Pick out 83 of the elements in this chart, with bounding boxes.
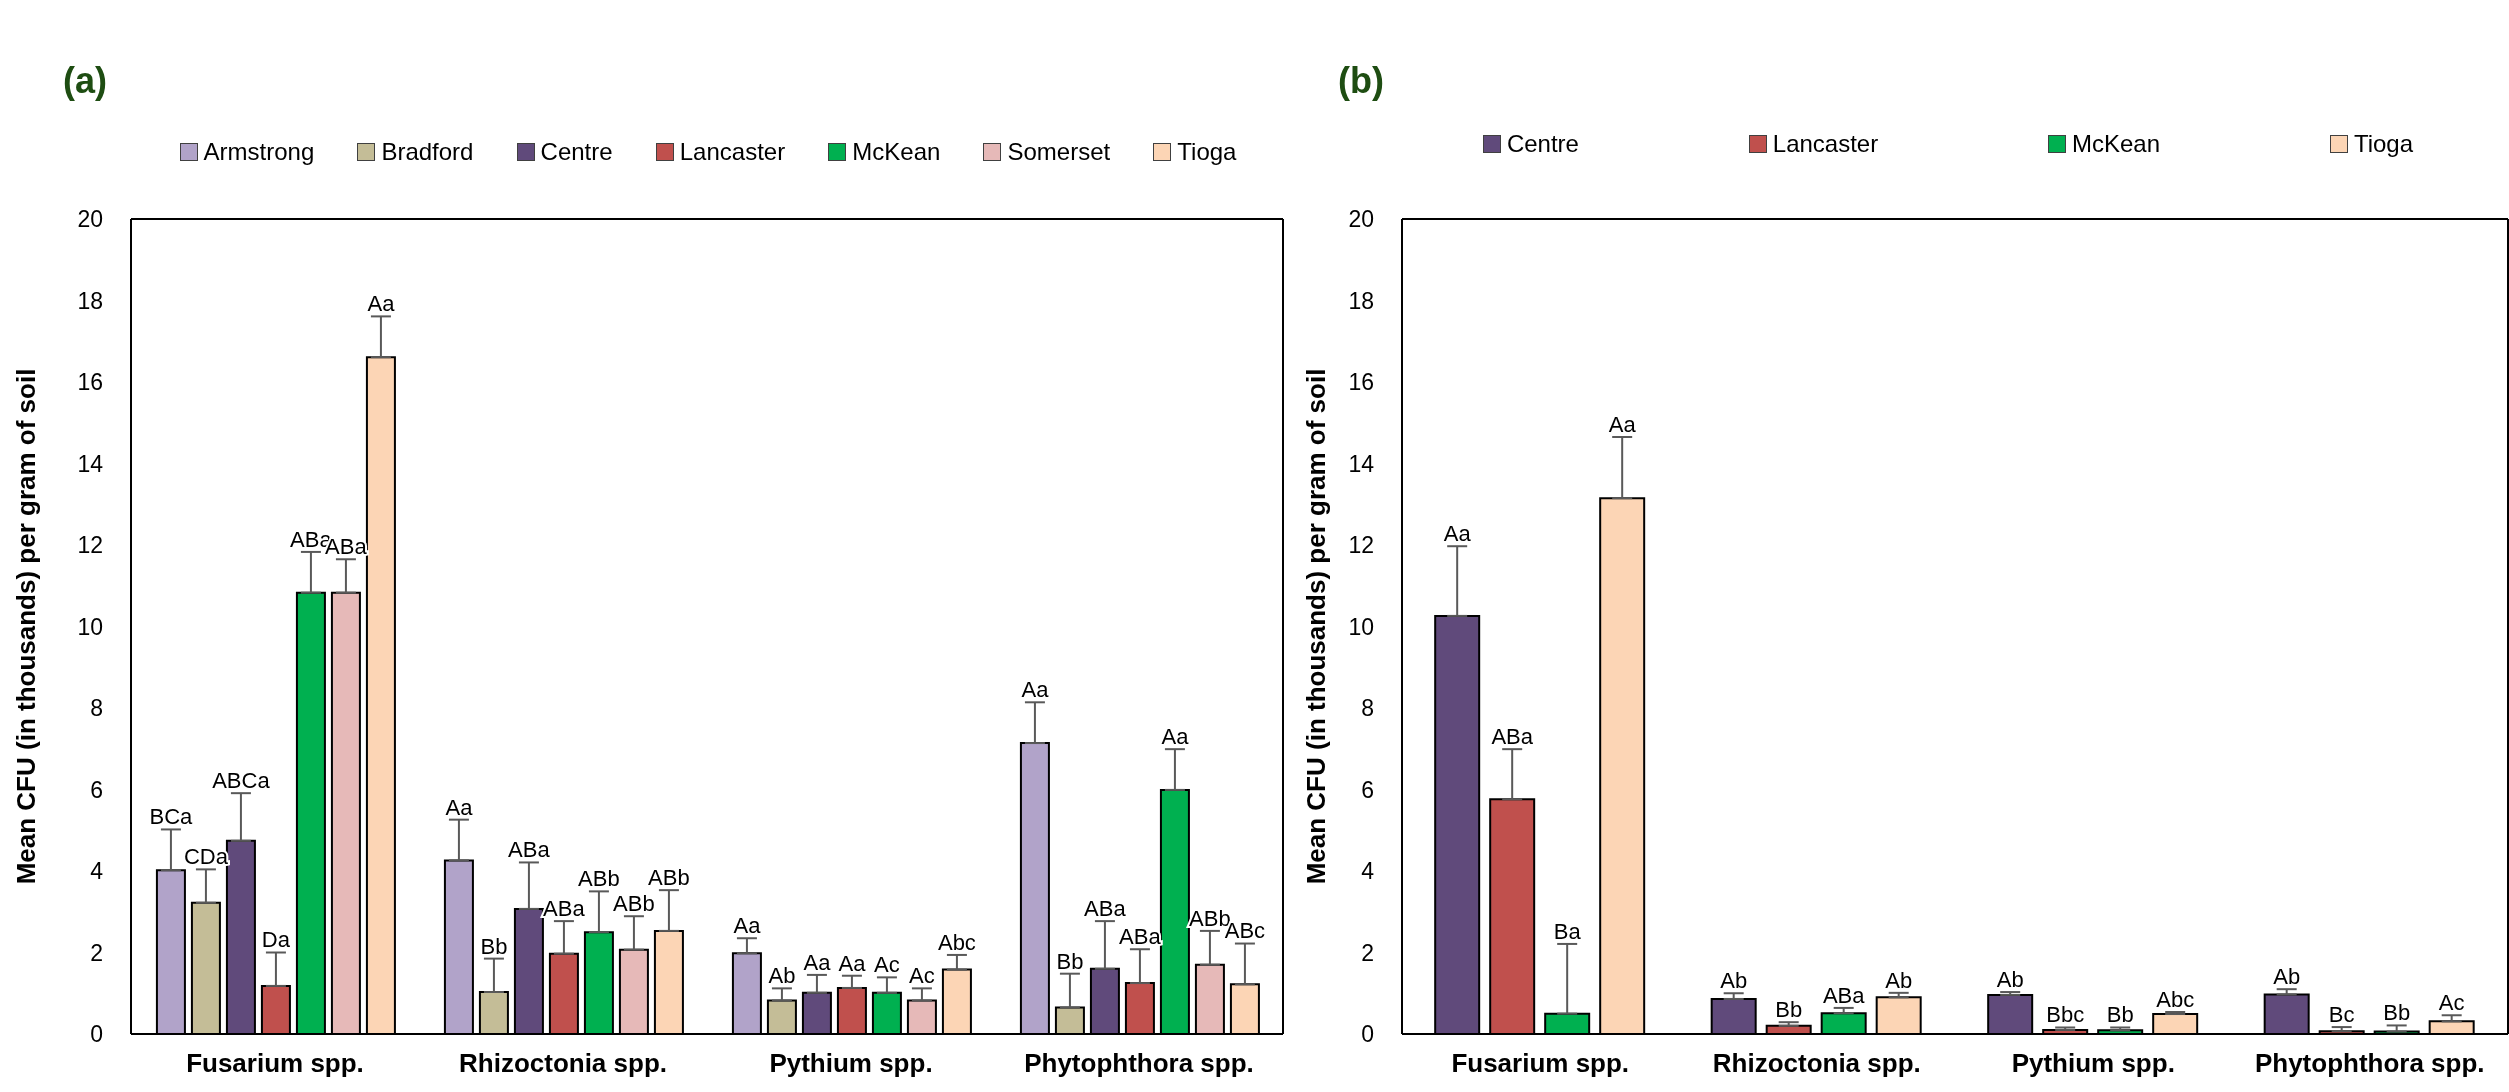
chart-title: (a) xyxy=(63,60,107,102)
y-tick-label: 12 xyxy=(77,532,103,559)
x-tick-label: Pythium spp. xyxy=(769,1048,933,1079)
data-label: Ac xyxy=(909,963,935,989)
y-tick-label: 8 xyxy=(90,695,103,722)
data-label: Ab xyxy=(1996,967,2024,993)
y-tick-label: 2 xyxy=(1361,939,1374,966)
y-tick-label: 18 xyxy=(1348,287,1374,314)
data-label: Aa xyxy=(838,950,867,976)
data-label: Ba xyxy=(1553,918,1582,944)
data-label: Ab xyxy=(1885,967,1913,993)
y-tick-label: 2 xyxy=(90,939,103,966)
y-tick-label: 20 xyxy=(77,206,103,233)
legend-label: Somerset xyxy=(1007,138,1111,166)
data-label: BCa xyxy=(149,804,194,830)
y-tick-label: 4 xyxy=(1361,858,1375,885)
data-label: Abc xyxy=(937,929,976,955)
y-tick-label: 10 xyxy=(77,613,103,640)
data-label: ABa xyxy=(543,896,586,922)
data-label: Aa xyxy=(445,794,474,820)
data-label: ABCa xyxy=(212,768,271,794)
legend-label: McKean xyxy=(2072,130,2161,158)
legend-label: Armstrong xyxy=(203,138,315,166)
data-label: Ac xyxy=(2438,990,2465,1016)
data-label: Aa xyxy=(1021,677,1050,703)
legend-label: Tioga xyxy=(2353,130,2414,158)
legend-label: McKean xyxy=(852,138,941,166)
legend-label: Tioga xyxy=(1177,138,1237,166)
x-tick-label: Fusarium spp. xyxy=(1451,1048,1630,1079)
data-label: ABb xyxy=(613,891,655,917)
data-label: ABb xyxy=(648,865,690,891)
y-tick-label: 20 xyxy=(1348,206,1374,233)
data-label: Aa xyxy=(803,949,832,975)
y-tick-label: 16 xyxy=(1348,369,1374,396)
legend-label: Lancaster xyxy=(1772,130,1879,158)
y-tick-label: 14 xyxy=(1348,450,1375,477)
data-label: Bbc xyxy=(2046,1002,2085,1028)
legend-label: Centre xyxy=(540,138,613,166)
y-axis-title: Mean CFU (in thousands) per gram of soil xyxy=(11,368,42,885)
x-tick-label: Phytophthora spp. xyxy=(2254,1048,2485,1079)
x-tick-label: Rhizoctonia spp. xyxy=(459,1048,667,1079)
data-label: Ab xyxy=(768,963,796,989)
data-label: Da xyxy=(261,927,291,953)
data-label: Bb xyxy=(1056,948,1084,974)
y-tick-label: 6 xyxy=(1361,776,1374,803)
y-tick-label: 14 xyxy=(77,450,104,477)
data-label: Ab xyxy=(2273,964,2301,990)
x-tick-label: Phytophthora spp. xyxy=(1024,1048,1254,1079)
data-label: Bb xyxy=(2383,1000,2411,1026)
data-label: Aa xyxy=(1608,411,1637,437)
data-label: Aa xyxy=(367,291,396,317)
legend-label: Centre xyxy=(1506,130,1579,158)
legend-label: Lancaster xyxy=(679,138,786,166)
data-label: Aa xyxy=(1161,724,1190,750)
data-label: Bb xyxy=(2106,1002,2134,1028)
x-tick-label: Pythium spp. xyxy=(2011,1048,2175,1079)
data-label: ABa xyxy=(508,837,551,863)
data-label: ABa xyxy=(1491,724,1534,750)
y-tick-label: 8 xyxy=(1361,695,1374,722)
y-tick-label: 12 xyxy=(1348,532,1374,559)
data-label: Aa xyxy=(733,913,762,939)
data-label: Bb xyxy=(480,933,508,959)
y-tick-label: 4 xyxy=(90,858,104,885)
x-tick-label: Rhizoctonia spp. xyxy=(1712,1048,1921,1079)
y-tick-label: 0 xyxy=(90,1021,103,1048)
x-tick-label: Fusarium spp. xyxy=(186,1048,364,1079)
y-tick-label: 6 xyxy=(90,776,103,803)
legend-label: Bradford xyxy=(381,138,474,166)
y-tick-label: 18 xyxy=(77,287,103,314)
y-axis-title: Mean CFU (in thousands) per gram of soil xyxy=(1301,368,1332,885)
y-tick-label: 16 xyxy=(77,369,103,396)
data-label: ABa xyxy=(1822,982,1866,1008)
data-label: Bb xyxy=(1775,997,1803,1023)
data-label: Ac xyxy=(874,952,900,978)
y-tick-label: 0 xyxy=(1361,1021,1374,1048)
data-label: ABa xyxy=(1084,896,1127,922)
y-tick-label: 10 xyxy=(1348,613,1374,640)
data-label: Abc xyxy=(2156,986,2195,1012)
data-label: Aa xyxy=(1443,521,1472,547)
data-label: Bc xyxy=(2328,1002,2355,1028)
chart-title: (b) xyxy=(1338,60,1384,102)
data-label: Ab xyxy=(1720,968,1748,994)
data-label: ABb xyxy=(578,866,620,892)
